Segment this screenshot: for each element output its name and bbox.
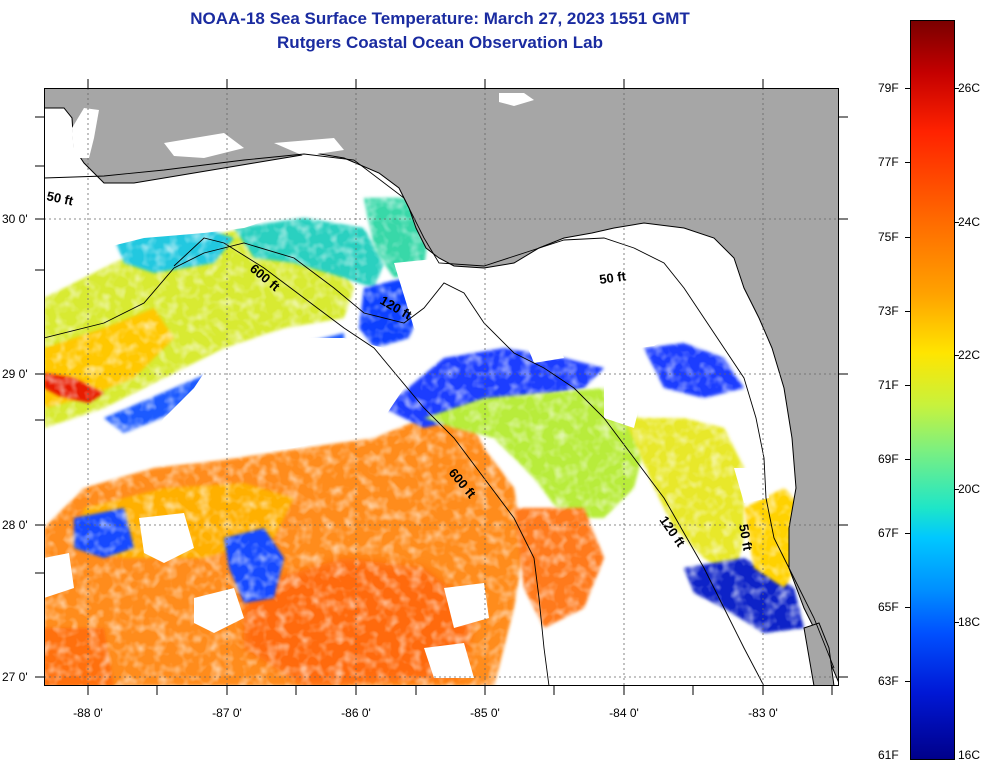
map-subtitle: Rutgers Coastal Ocean Observation Lab [277, 33, 603, 52]
contour-120ft [44, 242, 765, 686]
fahrenheit-label: 67F [878, 526, 899, 540]
contour-label: 50 ft [598, 268, 627, 287]
scale-tick [905, 162, 910, 163]
lon-label: -88 0' [73, 706, 103, 720]
celsius-label: 24C [958, 215, 981, 229]
lat-label: 27 0' [2, 670, 28, 684]
fahrenheit-label: 61F [878, 748, 899, 762]
scale-tick [905, 607, 910, 608]
scale-tick [905, 88, 910, 89]
celsius-label: 16C [958, 748, 981, 762]
bay-white [274, 138, 344, 156]
celsius-label: 26C [958, 81, 981, 95]
fahrenheit-label: 63F [878, 674, 899, 688]
scale-tick [905, 311, 910, 312]
celsius-label: 20C [958, 482, 981, 496]
land-mass [44, 88, 839, 684]
scale-tick [905, 237, 910, 238]
bathymetry-contours [44, 153, 835, 686]
map-title: NOAA-18 Sea Surface Temperature: March 2… [190, 9, 690, 28]
fahrenheit-label: 69F [878, 452, 899, 466]
fahrenheit-label: 77F [878, 155, 899, 169]
lon-label: -85 0' [470, 706, 500, 720]
scale-tick [955, 222, 959, 223]
scale-tick [905, 385, 910, 386]
scale-tick [955, 355, 959, 356]
lake-white [499, 93, 534, 106]
color-scale-bar [910, 20, 955, 760]
contour-label: 50 ft [736, 523, 756, 553]
scale-tick [955, 88, 959, 89]
fahrenheit-label: 71F [878, 378, 899, 392]
contour-50ft [44, 153, 835, 669]
fahrenheit-label: 75F [878, 230, 899, 244]
contour-600ft [173, 237, 550, 686]
bay-white [164, 133, 244, 158]
fahrenheit-label: 79F [878, 81, 899, 95]
lon-label: -86 0' [341, 706, 371, 720]
contour-label: 50 ft [45, 188, 75, 208]
celsius-label: 22C [958, 348, 981, 362]
lat-label: 28 0' [2, 518, 28, 532]
scale-tick [905, 681, 910, 682]
scale-tick [955, 622, 959, 623]
lat-label: 30 0' [2, 212, 28, 226]
scale-tick [955, 489, 959, 490]
lon-label: -87 0' [212, 706, 242, 720]
bay-white [72, 108, 99, 158]
lon-label: -84 0' [609, 706, 639, 720]
scale-tick [905, 459, 910, 460]
fahrenheit-label: 73F [878, 304, 899, 318]
lon-label: -83 0' [748, 706, 778, 720]
fahrenheit-label: 65F [878, 600, 899, 614]
sst-map: 50 ft 600 ft 120 ft 50 ft 600 ft 120 ft … [44, 88, 839, 686]
lat-label: 29 0' [2, 367, 28, 381]
scale-tick [905, 533, 910, 534]
celsius-label: 18C [958, 615, 981, 629]
